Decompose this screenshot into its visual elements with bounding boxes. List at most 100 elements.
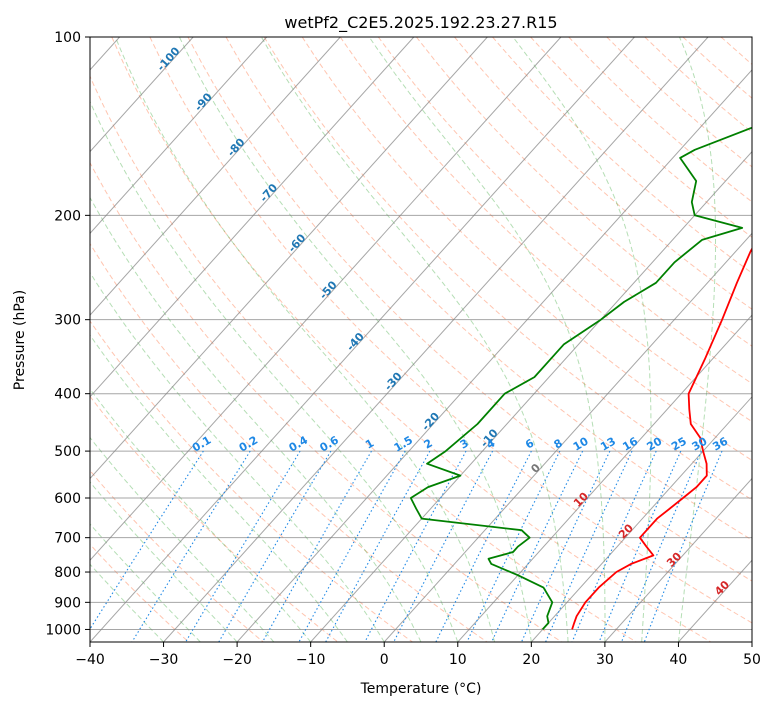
moist-adiabat xyxy=(90,388,312,642)
y-tick-label: 200 xyxy=(54,208,81,224)
dry-adiabat xyxy=(111,37,712,642)
mixing-ratio-line xyxy=(325,450,431,642)
moist-adiabat xyxy=(512,37,652,642)
mixing-ratio-line xyxy=(545,450,633,642)
isotherm-label: -70 xyxy=(257,181,280,205)
dry-adiabat xyxy=(492,37,752,274)
dry-adiabat xyxy=(225,37,752,541)
wetbulb-label: 30 xyxy=(664,549,684,569)
axes-layer: −40 −30 −20 −10 0 10 20 30 40 50 100 200 300 400 500 60… xyxy=(45,30,761,668)
dry-adiabat xyxy=(263,37,752,501)
mixing-ratio-label: 2 xyxy=(422,437,435,452)
y-tick-label: 300 xyxy=(54,313,81,329)
dry-adiabat xyxy=(530,37,752,238)
dry-adiabat xyxy=(377,37,752,385)
isotherm-label: -90 xyxy=(192,90,215,114)
isotherm-label: -40 xyxy=(344,330,367,354)
y-tick-label: 100 xyxy=(54,30,81,46)
plot-frame xyxy=(89,36,753,643)
isotherm xyxy=(457,314,752,642)
moist-adiabat xyxy=(90,334,348,642)
isotherm xyxy=(90,37,194,153)
dewpoint-profile xyxy=(409,126,752,631)
x-tick-label: 40 xyxy=(670,652,688,668)
isotherm-label: -30 xyxy=(382,370,405,394)
chart-title: wetPf2_C2E5.2025.192.23.27.R15 xyxy=(284,13,557,33)
y-tick-label: 500 xyxy=(54,444,81,460)
moist-adiabat xyxy=(90,271,385,642)
x-tick-label: −20 xyxy=(222,652,252,668)
mixing-ratio-line xyxy=(435,450,532,642)
dry-adiabat xyxy=(90,395,339,642)
mixing-ratio-line xyxy=(466,450,561,642)
dry-adiabat xyxy=(149,37,752,624)
wetbulb-label: 10 xyxy=(571,490,591,510)
x-tick-label: 50 xyxy=(743,652,761,668)
isotherm-label: -20 xyxy=(419,410,442,434)
mixing-ratio-line xyxy=(364,450,467,642)
moist-adiabat xyxy=(90,481,238,642)
y-tick-label: 600 xyxy=(54,491,81,507)
isotherm xyxy=(90,37,488,480)
y-axis-label: Pressure (hPa) xyxy=(12,290,28,390)
dry-adiabat xyxy=(90,543,190,642)
wetbulb-label: 20 xyxy=(616,521,636,541)
mixing-ratio-line xyxy=(262,450,372,642)
x-tick-label: −30 xyxy=(149,652,179,668)
isotherm-label: -80 xyxy=(225,135,248,159)
mixing-ratio-line xyxy=(131,450,251,642)
wetbulb-label: 40 xyxy=(712,578,732,598)
isotherm xyxy=(678,559,752,642)
dry-adiabat xyxy=(720,37,752,65)
y-tick-label: 400 xyxy=(54,387,81,403)
dry-adiabat xyxy=(759,37,775,642)
mixing-ratio-line xyxy=(298,450,406,642)
moist-adiabat xyxy=(178,37,532,642)
isotherm xyxy=(236,69,752,642)
dry-adiabat xyxy=(682,37,752,99)
x-tick-label: 20 xyxy=(522,652,540,668)
isotherm xyxy=(604,477,752,642)
isotherm xyxy=(90,37,268,235)
dry-adiabat xyxy=(90,469,264,642)
y-tick-label: 1000 xyxy=(45,622,81,638)
isotherm xyxy=(90,37,562,562)
isotherm xyxy=(163,37,709,642)
moist-adiabat xyxy=(368,37,606,642)
dry-adiabat xyxy=(90,161,562,642)
x-axis-label: Temperature (°C) xyxy=(360,681,482,697)
dry-adiabat xyxy=(187,37,752,582)
data-layer xyxy=(409,126,752,631)
dry-adiabat xyxy=(339,37,752,423)
moist-adiabat xyxy=(90,100,459,642)
moist-adiabat xyxy=(260,37,569,642)
x-tick-label: 0 xyxy=(380,652,389,668)
y-tick-label: 800 xyxy=(54,565,81,581)
isotherm-label: -100 xyxy=(154,44,182,73)
y-tick-label: 700 xyxy=(54,531,81,547)
mixing-ratio-line xyxy=(491,450,584,642)
mixing-ratio-line xyxy=(643,450,723,642)
mixing-ratio-line xyxy=(185,450,301,642)
isotherm-label: -50 xyxy=(317,278,340,302)
dry-adiabat xyxy=(454,37,752,310)
isotherm xyxy=(310,150,752,642)
isotherm xyxy=(90,37,341,316)
x-tick-label: 30 xyxy=(596,652,614,668)
dry-adiabat xyxy=(90,242,488,642)
dry-adiabat xyxy=(568,37,752,203)
moist-adiabat xyxy=(90,196,422,642)
mixing-ratio-label: 3 xyxy=(458,437,471,452)
x-tick-label: −10 xyxy=(296,652,326,668)
mixing-ratio-line xyxy=(598,450,682,642)
dry-adiabat xyxy=(644,37,752,133)
dry-adiabat xyxy=(416,37,752,347)
mixing-ratio-line xyxy=(520,450,611,642)
moist-adiabat xyxy=(677,37,716,642)
temperature-profile xyxy=(571,247,752,630)
isotherm xyxy=(90,37,635,642)
mixing-ratio-line xyxy=(393,450,494,642)
isotherm xyxy=(383,232,752,642)
y-tick-label: 900 xyxy=(54,595,81,611)
